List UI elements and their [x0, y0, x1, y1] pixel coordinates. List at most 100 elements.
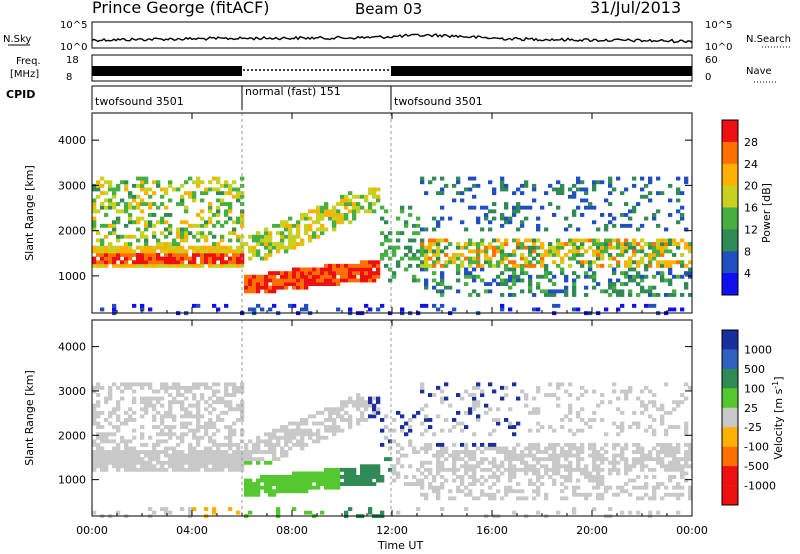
heatmap-cell	[272, 271, 277, 276]
heatmap-cell	[384, 263, 389, 268]
heatmap-cell	[552, 428, 557, 433]
heatmap-cell	[312, 485, 317, 490]
heatmap-cell	[196, 425, 201, 429]
heatmap-cell	[476, 274, 481, 279]
heatmap-cell	[168, 435, 173, 440]
heatmap-cell	[504, 457, 509, 462]
heatmap-cell	[188, 231, 193, 236]
heatmap-cell	[580, 457, 585, 462]
heatmap-cell	[388, 428, 393, 433]
heatmap-cell	[144, 202, 149, 206]
heatmap-cell	[344, 267, 349, 272]
heatmap-cell	[148, 396, 153, 401]
heatmap-cell	[592, 205, 597, 210]
heatmap-cell	[332, 220, 337, 225]
heatmap-cell	[160, 403, 165, 408]
heatmap-cell	[140, 187, 145, 192]
heatmap-cell	[640, 453, 645, 458]
heatmap-cell	[196, 407, 201, 412]
heatmap-cell	[524, 460, 529, 465]
colorbar-swatch	[722, 330, 738, 350]
heatmap-cell	[300, 475, 305, 479]
heatmap-cell	[488, 432, 493, 437]
heatmap-cell	[192, 457, 197, 462]
heatmap-cell	[176, 393, 181, 397]
heatmap-cell	[188, 428, 193, 433]
heatmap-cell	[616, 176, 621, 181]
heatmap-cell	[644, 274, 649, 279]
heatmap-cell	[232, 256, 237, 261]
heatmap-cell	[376, 396, 381, 401]
heatmap-cell	[528, 478, 533, 483]
heatmap-cell	[240, 234, 245, 239]
heatmap-cell	[680, 485, 685, 490]
heatmap-cell	[656, 457, 661, 462]
heatmap-cell	[492, 278, 497, 283]
heatmap-cell	[308, 475, 313, 479]
heatmap-cell	[672, 453, 677, 458]
heatmap-cell	[224, 464, 229, 469]
heatmap-cell	[192, 393, 197, 397]
heatmap-cell	[532, 256, 537, 261]
heatmap-cell	[408, 442, 413, 447]
heatmap-cell	[668, 425, 673, 429]
heatmap-cell	[476, 496, 481, 501]
heatmap-cell	[672, 407, 677, 412]
heatmap-cell	[196, 414, 201, 419]
heatmap-cell	[112, 245, 117, 250]
heatmap-cell	[564, 496, 569, 501]
heatmap-cell	[688, 450, 693, 454]
heatmap-cell	[172, 238, 177, 243]
heatmap-cell	[396, 471, 401, 476]
heatmap-cell	[96, 209, 101, 214]
heatmap-cell	[536, 478, 541, 483]
heatmap-cell	[288, 478, 293, 483]
heatmap-cell	[548, 442, 553, 447]
heatmap-cell	[200, 209, 205, 214]
heatmap-cell	[316, 220, 321, 225]
heatmap-cell	[684, 176, 689, 181]
heatmap-cell	[592, 467, 597, 472]
heatmap-cell	[500, 282, 505, 286]
heatmap-cell	[660, 253, 665, 257]
heatmap-cell	[128, 418, 133, 422]
heatmap-cell	[424, 253, 429, 257]
heatmap-cell	[180, 385, 185, 390]
heatmap-cell	[472, 278, 477, 283]
heatmap-cell	[668, 238, 673, 243]
heatmap-cell	[260, 478, 265, 483]
heatmap-cell	[100, 460, 105, 465]
heatmap-cell	[172, 464, 177, 469]
heatmap-cell	[256, 446, 261, 451]
heatmap-cell	[196, 238, 201, 243]
heatmap-cell	[436, 307, 441, 312]
heatmap-cell	[584, 238, 589, 243]
heatmap-cell	[664, 249, 669, 254]
heatmap-cell	[100, 183, 105, 188]
heatmap-cell	[380, 475, 385, 479]
heatmap-cell	[260, 282, 265, 286]
heatmap-cell	[380, 256, 385, 261]
heatmap-cell	[388, 245, 393, 250]
heatmap-cell	[100, 191, 105, 196]
heatmap-cell	[348, 198, 353, 203]
heatmap-cell	[124, 180, 129, 185]
heatmap-cell	[580, 198, 585, 203]
heatmap-cell	[200, 249, 205, 254]
heatmap-cell	[116, 510, 121, 515]
heatmap-cell	[532, 242, 537, 246]
heatmap-cell	[280, 223, 285, 228]
heatmap-cell	[240, 260, 245, 265]
heatmap-cell	[320, 510, 325, 515]
heatmap-cell	[116, 418, 121, 422]
heatmap-cell	[316, 410, 321, 415]
heatmap-cell	[660, 191, 665, 196]
heatmap-cell	[320, 278, 325, 283]
heatmap-cell	[124, 460, 129, 465]
heatmap-cell	[92, 220, 97, 225]
heatmap-cell	[180, 231, 185, 236]
heatmap-cell	[300, 271, 305, 276]
heatmap-cell	[536, 489, 541, 494]
heatmap-cell	[592, 278, 597, 283]
